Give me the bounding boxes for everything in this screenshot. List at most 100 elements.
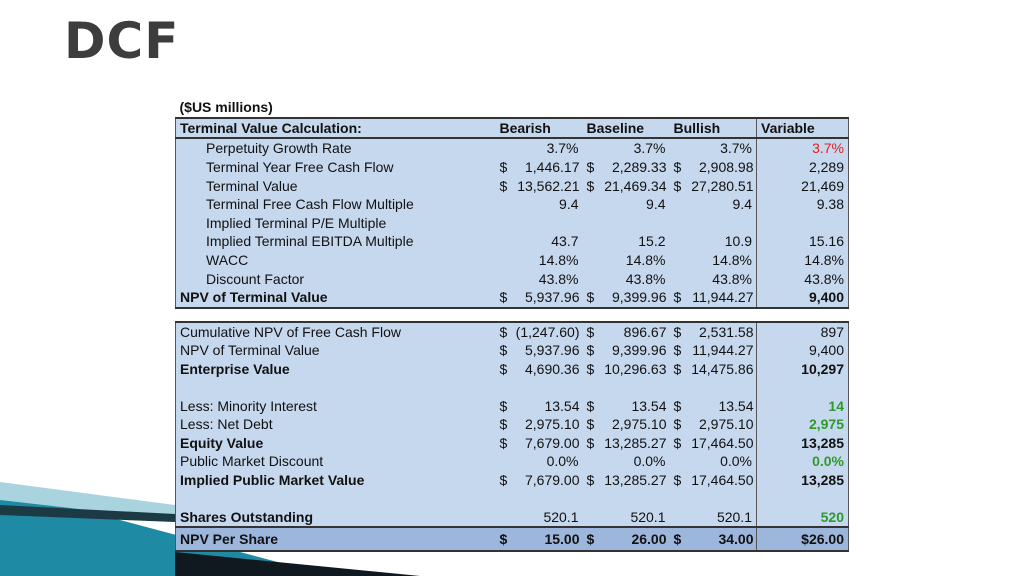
cell-bearish: $5,937.96 <box>499 342 580 359</box>
cell-baseline: $2,289.33 <box>586 159 667 176</box>
cell-bullish: $13.54 <box>673 397 754 414</box>
npv-terminal-row: NPV of Terminal Value $5,937.96 $9,399.9… <box>175 287 849 309</box>
cell-variable: 2,289 <box>756 157 849 177</box>
cell-bearish: $13,562.21 <box>499 177 580 194</box>
cell-baseline: 43.8% <box>625 270 666 287</box>
cell-bullish: 43.8% <box>712 270 752 287</box>
cell-bullish: 10.9 <box>724 233 752 250</box>
table-row: Implied Public Market Value $7,679.00 $1… <box>175 470 849 490</box>
cell-bearish: $15.00 <box>495 525 583 552</box>
cell-bearish: $ (1,247.60) <box>499 323 580 340</box>
cell-baseline: $26.00 <box>582 525 670 552</box>
table-row: Terminal Free Cash Flow Multiple 9.4 9.4… <box>175 194 849 214</box>
cell-bullish: $34.00 <box>669 525 757 552</box>
per-share-row: NPV Per Share $15.00 $26.00 $34.00 $26.0… <box>175 525 849 552</box>
dcf-table: ($US millions) Terminal Value Calculatio… <box>175 98 849 552</box>
table-row: Cumulative NPV of Free Cash Flow $ (1,247… <box>175 321 849 342</box>
table-row: Less: Net Debt $2,975.10 $2,975.10 $2,97… <box>175 414 849 434</box>
cell-bullish: $2,531.58 <box>673 323 754 340</box>
cell-variable: 2,975 <box>756 414 849 434</box>
slide-title: DCF <box>64 12 180 70</box>
cell-bullish: $2,975.10 <box>673 416 754 433</box>
cell-variable: 520 <box>756 507 849 527</box>
header-row: Terminal Value Calculation: Bearish Base… <box>175 116 849 140</box>
units-row: ($US millions) <box>175 98 849 118</box>
header-variable: Variable <box>756 116 849 140</box>
header-label: Terminal Value Calculation: <box>175 116 496 140</box>
cell-baseline <box>583 214 670 233</box>
row-label: Terminal Year Free Cash Flow <box>175 157 496 177</box>
cell-bearish: 43.7 <box>551 233 579 250</box>
cell-baseline: $13.54 <box>586 397 667 414</box>
cell-bearish: 43.8% <box>538 270 579 287</box>
row-label: Terminal Free Cash Flow Multiple <box>175 194 496 214</box>
cell-bearish: $4,690.36 <box>499 361 580 378</box>
section-gap <box>175 307 849 322</box>
table-row: Terminal Value $13,562.21 $21,469.34 $27… <box>175 176 849 195</box>
cell-bearish: $5,937.96 <box>495 287 583 309</box>
row-label: Perpetuity Growth Rate <box>175 138 496 158</box>
row-label: Implied Public Market Value <box>175 470 496 490</box>
cell-variable: 15.16 <box>756 232 849 251</box>
table-row: Discount Factor 43.8% 43.8% 43.8% 43.8% <box>175 269 849 288</box>
cell-bullish: 0.0% <box>720 453 752 470</box>
cell-variable: 0.0% <box>756 452 849 471</box>
cell-bearish: $13.54 <box>499 397 580 414</box>
cell-baseline: $896.67 <box>586 323 667 340</box>
cell-bullish: $11,944.27 <box>669 287 757 309</box>
row-label: NPV of Terminal Value <box>175 341 496 360</box>
corner-stripe-black <box>175 552 420 576</box>
cell-variable: 10,297 <box>756 359 849 379</box>
terminal-section: Terminal Value Calculation: Bearish Base… <box>175 116 849 309</box>
cell-bearish: 9.4 <box>559 196 579 213</box>
row-spacer <box>175 489 849 508</box>
corner-stripe-light <box>0 482 175 520</box>
cell-baseline: $13,285.27 <box>586 471 667 488</box>
cell-bearish: $1,446.17 <box>499 159 580 176</box>
cell-variable: 21,469 <box>756 176 849 195</box>
cell-baseline: 14.8% <box>625 252 666 269</box>
row-label: WACC <box>175 250 496 270</box>
cell-bullish: $27,280.51 <box>673 177 754 194</box>
cell-variable: 3.7% <box>756 138 849 158</box>
valuation-section: Cumulative NPV of Free Cash Flow $ (1,247… <box>175 321 849 552</box>
cell-bearish <box>496 214 583 233</box>
row-label: Less: Minority Interest <box>175 396 496 415</box>
cell-bullish: $11,944.27 <box>673 342 754 359</box>
cell-variable: 897 <box>756 321 849 342</box>
table-row: Enterprise Value $4,690.36 $10,296.63 $1… <box>175 359 849 379</box>
row-label: Less: Net Debt <box>175 414 496 434</box>
header-bullish: Bullish <box>669 116 757 140</box>
cell-baseline: $2,975.10 <box>586 416 667 433</box>
header-baseline: Baseline <box>582 116 670 140</box>
cell-baseline: $9,399.96 <box>586 342 667 359</box>
cell-bearish: $7,679.00 <box>499 434 580 451</box>
cell-variable: 13,285 <box>756 470 849 490</box>
cell-bullish: $17,464.50 <box>673 471 754 488</box>
cell-variable <box>756 213 849 233</box>
cell-bearish: $7,679.00 <box>499 471 580 488</box>
cell-bullish: 14.8% <box>712 252 752 269</box>
cell-bullish: 9.4 <box>732 196 752 213</box>
cell-baseline: 3.7% <box>633 140 666 157</box>
table-row: Public Market Discount 0.0% 0.0% 0.0% 0.… <box>175 452 849 471</box>
row-label: Terminal Value <box>175 176 496 195</box>
table-row: Terminal Year Free Cash Flow $1,446.17 $… <box>175 157 849 177</box>
cell-baseline: $13,285.27 <box>586 434 667 451</box>
row-spacer <box>175 378 849 397</box>
row-label: NPV Per Share <box>175 525 496 552</box>
cell-baseline: 9.4 <box>646 196 666 213</box>
corner-stripe-dark <box>0 505 175 522</box>
cell-bullish: 520.1 <box>716 508 752 525</box>
cell-variable: 9,400 <box>756 341 849 360</box>
table-row: WACC 14.8% 14.8% 14.8% 14.8% <box>175 250 849 270</box>
cell-bullish: $14,475.86 <box>673 361 754 378</box>
cell-variable: $26.00 <box>756 525 849 552</box>
table-row: Less: Minority Interest $13.54 $13.54 $1… <box>175 396 849 415</box>
row-label: Implied Terminal P/E Multiple <box>175 213 496 233</box>
cell-baseline: 15.2 <box>638 233 666 250</box>
cell-variable: 13,285 <box>756 433 849 453</box>
row-label: Discount Factor <box>175 269 496 288</box>
table-row: Implied Terminal P/E Multiple <box>175 213 849 233</box>
cell-bearish: 3.7% <box>546 140 579 157</box>
